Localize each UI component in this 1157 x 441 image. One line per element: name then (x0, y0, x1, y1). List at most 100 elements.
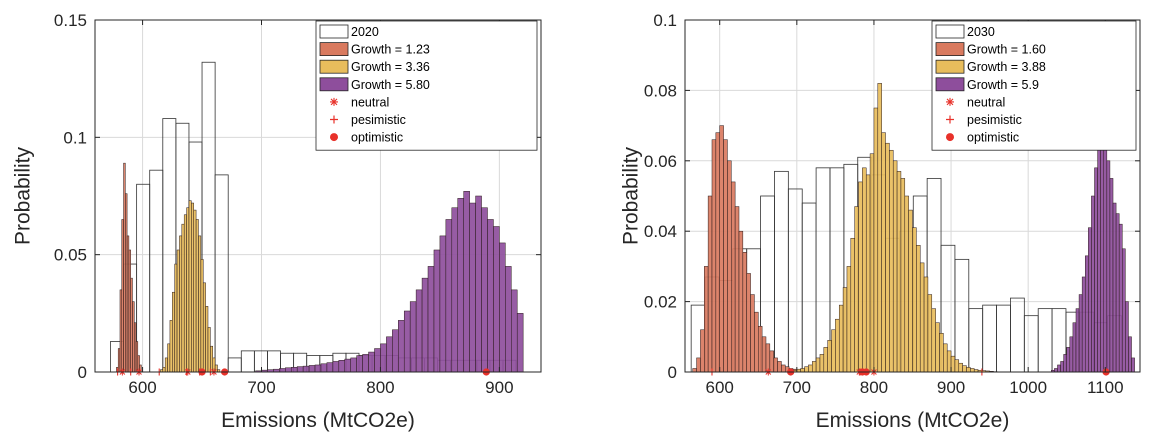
bar (193, 209, 197, 373)
bar (445, 219, 453, 373)
bar (350, 357, 357, 373)
bar (188, 200, 192, 373)
bar (240, 350, 255, 373)
y-axis-label: Probability (619, 146, 642, 245)
legend-box (315, 20, 538, 151)
y-tick-label: 0.1 (653, 11, 677, 30)
x-tick-label: 800 (860, 378, 888, 397)
bar (850, 237, 855, 373)
bar (1060, 361, 1064, 373)
legend-marker (946, 115, 954, 124)
bar (696, 357, 701, 373)
bar (475, 195, 482, 373)
bar (135, 341, 139, 373)
bar (1054, 368, 1058, 373)
bar (167, 343, 171, 373)
bar (202, 282, 206, 373)
bar (457, 198, 464, 373)
bar (481, 207, 488, 373)
bar (881, 132, 886, 373)
bar (130, 277, 133, 373)
bar (754, 311, 759, 373)
bar (332, 361, 340, 373)
legend-marker (946, 133, 954, 142)
bar (1078, 294, 1083, 373)
bar (133, 322, 137, 373)
bar (746, 273, 751, 373)
bar (931, 308, 936, 373)
legend-swatch (319, 59, 349, 74)
x-tick-label: 1100 (1087, 378, 1124, 397)
bar (954, 258, 970, 373)
bar (320, 363, 328, 373)
bar (946, 350, 952, 373)
bar (505, 266, 512, 373)
bar (356, 355, 363, 373)
bar (314, 364, 322, 373)
bar (205, 306, 209, 373)
bar (846, 266, 852, 373)
bar (1097, 142, 1101, 373)
bar (869, 153, 875, 373)
bar (904, 195, 909, 373)
legend: 2030 Growth = 1.60 Growth = 3.88 Growth = 5… (931, 20, 1137, 151)
bar (296, 366, 304, 373)
bar (121, 219, 124, 373)
legend-label: Growth = 5.80 (351, 78, 430, 92)
bar (896, 171, 902, 373)
y-axis-label: Probability (11, 146, 34, 245)
bar (966, 367, 971, 373)
bar (439, 235, 447, 373)
bar (1122, 248, 1126, 373)
bar (1075, 308, 1080, 373)
legend-label: Growth = 5.9 (967, 78, 1039, 92)
bar (804, 366, 809, 373)
bar (433, 249, 441, 373)
bar (176, 249, 180, 373)
x-tick-label: 1000 (1009, 378, 1047, 397)
legend-marker (330, 115, 338, 124)
bar (715, 132, 720, 373)
bar (1109, 178, 1114, 373)
bar (996, 304, 1011, 373)
bar (919, 262, 925, 373)
bar (403, 310, 411, 373)
legend-label: Growth = 1.23 (351, 43, 430, 57)
bar (181, 223, 185, 373)
bar (962, 365, 967, 373)
bar (808, 364, 813, 373)
bar (1100, 118, 1105, 373)
bar (398, 320, 405, 373)
bar (827, 340, 832, 373)
legend-label: neutral (351, 95, 389, 109)
bar (290, 367, 298, 373)
series-growth-1-23 (116, 162, 142, 373)
chart-2030: 600 700 800 900 1000 1100 0 0.02 0.04 0.06 0.08 0.1… (619, 11, 1141, 432)
bar (1023, 315, 1039, 373)
bar (761, 336, 767, 373)
bar (374, 348, 381, 373)
bar (719, 125, 724, 373)
bar (392, 329, 399, 373)
y-tick-label: 0.04 (644, 222, 677, 241)
x-tick-label: 700 (247, 378, 275, 397)
bar (126, 235, 130, 373)
x-tick-label: 900 (937, 378, 965, 397)
bar (285, 367, 292, 373)
x-tick-label: 900 (485, 378, 513, 397)
bar (831, 329, 836, 373)
y-tick-label: 0.06 (644, 152, 677, 171)
bar (362, 354, 369, 373)
series-growth-3-88 (788, 83, 998, 373)
bar (819, 354, 825, 373)
bar (136, 183, 151, 373)
bar (908, 209, 913, 373)
bar (723, 139, 728, 373)
bar (132, 301, 135, 373)
legend-swatch (319, 42, 349, 56)
bar (380, 343, 387, 373)
bar (731, 181, 736, 373)
bar (207, 327, 211, 373)
bar (368, 351, 375, 373)
bar (1081, 276, 1086, 373)
